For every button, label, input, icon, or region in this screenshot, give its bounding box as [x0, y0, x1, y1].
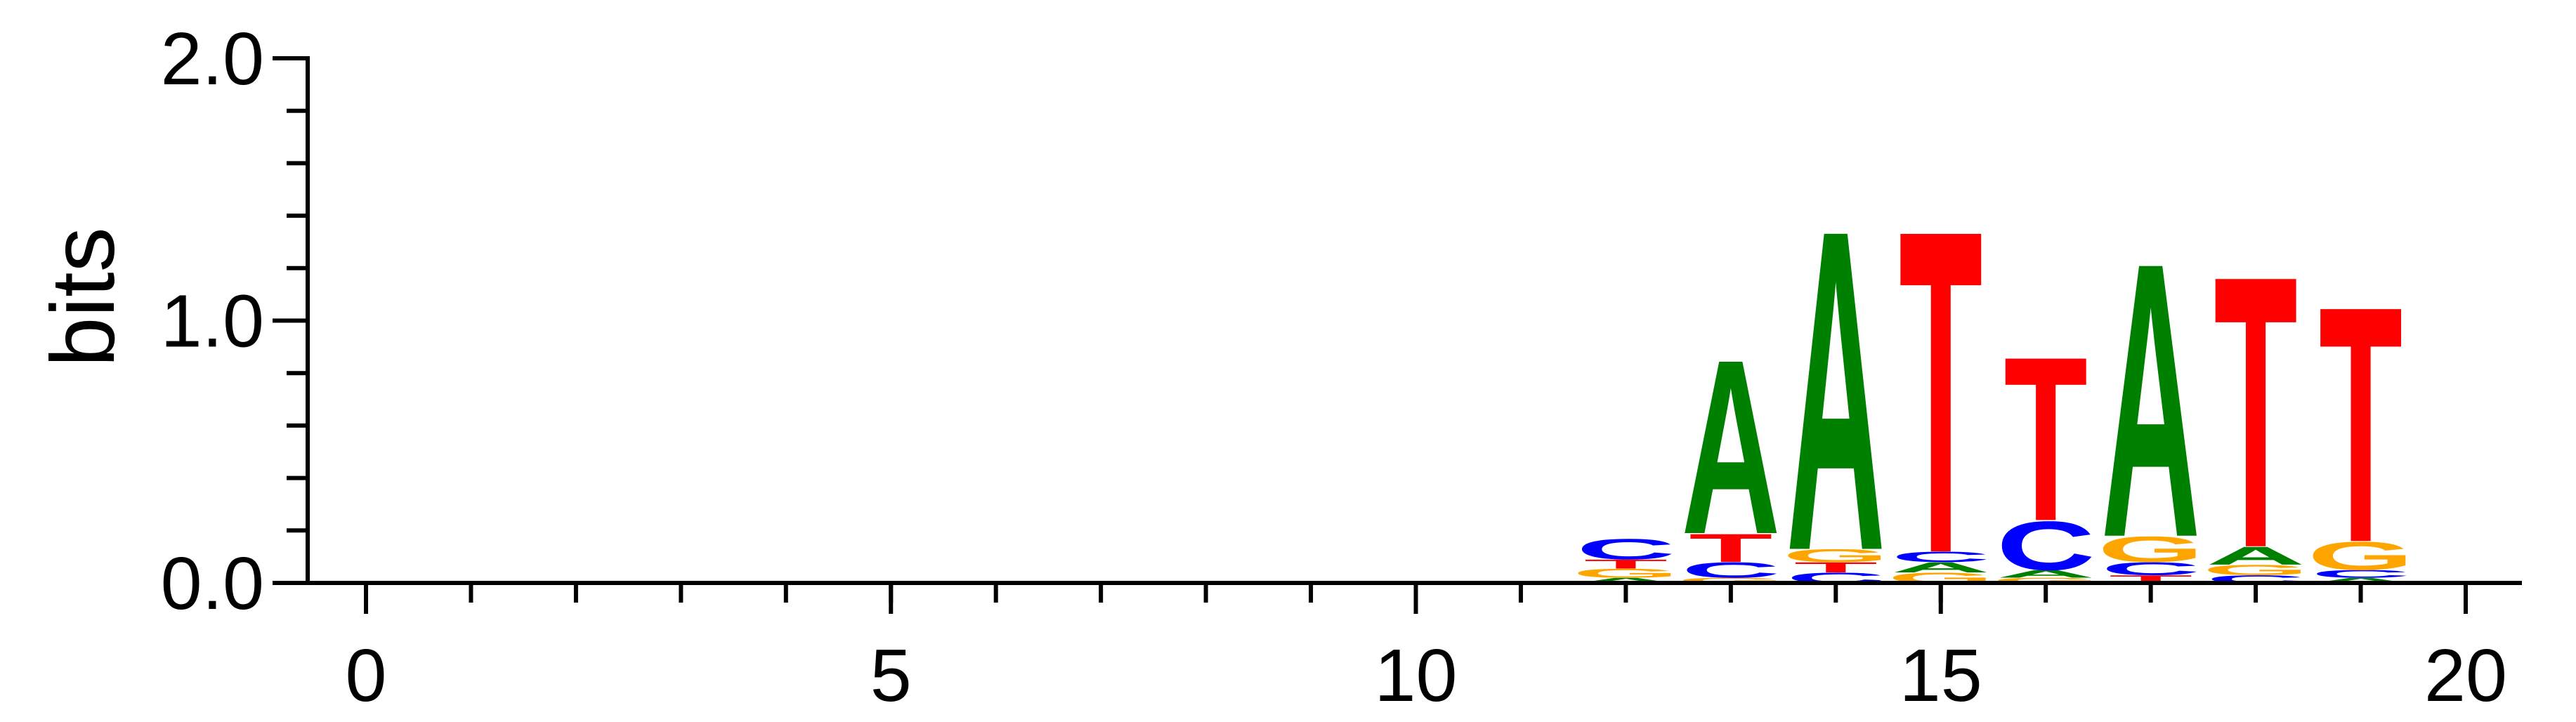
logo-letter-glyph: A: [2101, 181, 2200, 619]
logo-letter-glyph: A: [2311, 577, 2410, 585]
logo-letter-a-pos-18: A: [2206, 542, 2306, 570]
logo-letter-glyph: A: [1786, 134, 1885, 646]
logo-letter-g-pos-16: G: [1992, 577, 2099, 585]
x-tick-label: 0: [346, 634, 387, 717]
logo-letter-glyph: T: [1899, 133, 1982, 650]
logo-letter-glyph: C: [2311, 568, 2410, 580]
logo-letter-a-pos-12: A: [1576, 577, 1675, 585]
logo-letter-glyph: C: [2101, 558, 2200, 579]
logo-letter-t-pos-12: T: [1584, 557, 1668, 571]
logo-letter-g-pos-13: G: [1678, 577, 1784, 585]
logo-letter-glyph: A: [2206, 542, 2306, 570]
x-tick-label: 10: [1375, 634, 1458, 717]
logo-letter-c-pos-15: C: [1891, 549, 1990, 565]
logo-letter-c-pos-19: C: [2311, 568, 2410, 580]
logo-letter-a-pos-17: A: [2101, 181, 2200, 619]
logo-letter-g-pos-17: G: [2098, 529, 2204, 570]
logo-letter-glyph: T: [2004, 308, 2088, 570]
logo-letter-a-pos-14: A: [1786, 134, 1885, 646]
logo-letter-glyph: G: [1573, 566, 1680, 580]
logo-letter-t-pos-15: T: [1899, 133, 1982, 650]
logo-letter-glyph: G: [1678, 577, 1784, 585]
x-axis: 0 5 10 15 20: [306, 581, 2522, 717]
logo-letter-a-pos-13: A: [1681, 308, 1780, 586]
logo-letter-glyph: G: [2202, 562, 2309, 578]
logo-letter-g-pos-18: G: [2202, 562, 2309, 578]
logo-letter-c-pos-16: C: [1996, 507, 2096, 585]
logo-letter-glyph: G: [1992, 577, 2099, 585]
logo-letter-glyph: C: [1576, 533, 1675, 566]
x-tick-label: 20: [2424, 634, 2507, 717]
logo-letter-glyph: A: [1996, 568, 2096, 580]
logo-letter-g-pos-12: G: [1573, 566, 1680, 580]
logo-letter-t-pos-19: T: [2319, 235, 2402, 612]
logo-letter-t-pos-14: T: [1794, 559, 1878, 575]
logo-letter-glyph: A: [1576, 577, 1675, 585]
logo-letter-glyph: T: [1794, 559, 1878, 575]
logo-letter-a-pos-16: A: [1996, 568, 2096, 580]
logo-letter-glyph: T: [1689, 526, 1772, 571]
logo-letter-glyph: T: [2319, 235, 2402, 612]
y-axis: 0.0 1.0 2.0: [161, 18, 310, 625]
logo-letter-a-pos-19: A: [2311, 577, 2410, 585]
x-tick-label: 15: [1900, 634, 1982, 717]
logo-letter-t-pos-16: T: [2004, 308, 2088, 570]
x-axis-ticks: 0 5 10 15 20: [346, 583, 2507, 717]
logo-letter-glyph: A: [1681, 308, 1780, 586]
logo-letter-t-pos-13: T: [1689, 526, 1772, 571]
y-axis-ticks: 0.0 1.0 2.0: [161, 18, 308, 625]
logo-letter-glyph: G: [2098, 529, 2204, 570]
logo-letter-glyph: C: [1996, 507, 2096, 585]
logo-letter-glyph: G: [1782, 546, 1889, 566]
y-tick-label: 0.0: [161, 542, 264, 625]
logo-letter-glyph: C: [1891, 549, 1990, 565]
y-tick-label: 2.0: [161, 18, 264, 100]
logo-letter-a-pos-15: A: [1891, 559, 1990, 575]
x-tick-label: 5: [870, 634, 912, 717]
logo-letter-c-pos-17: C: [2101, 558, 2200, 579]
logo-letter-glyph: T: [2214, 195, 2298, 629]
logo-letter-glyph: T: [1584, 557, 1668, 571]
logo-letter-g-pos-14: G: [1782, 546, 1889, 566]
logo-letter-glyph: C: [1681, 558, 1780, 582]
y-axis-title: bits: [33, 227, 133, 367]
logo-letter-glyph: A: [1891, 559, 1990, 575]
logo-letter-t-pos-18: T: [2214, 195, 2298, 629]
logo-letter-c-pos-13: C: [1681, 558, 1780, 582]
logo-letter-g-pos-19: G: [2308, 534, 2414, 579]
y-tick-label: 1.0: [161, 280, 264, 363]
logo-letter-c-pos-12: C: [1576, 533, 1675, 566]
logo-letter-glyph: G: [2308, 534, 2414, 579]
